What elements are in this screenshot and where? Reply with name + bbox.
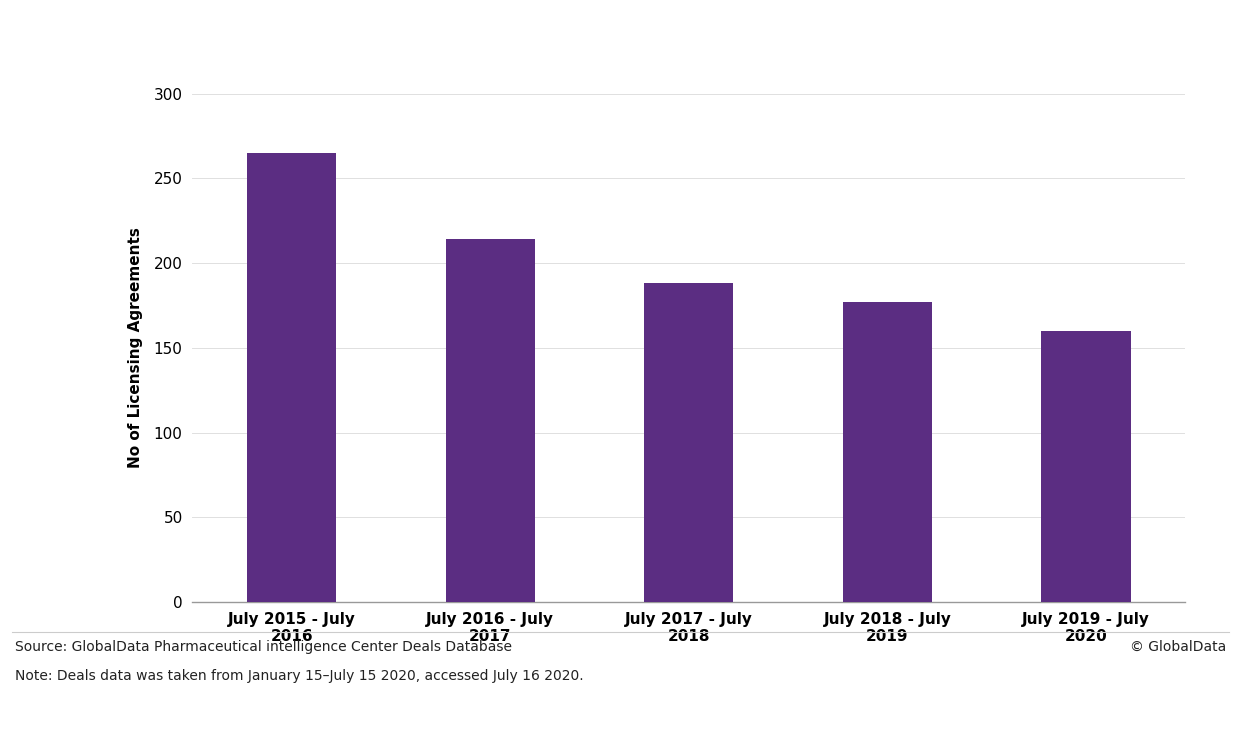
Y-axis label: No of Licensing Agreements: No of Licensing Agreements — [128, 227, 143, 468]
Bar — [843, 302, 932, 602]
Bar — [247, 153, 336, 602]
Text: © GlobalData: © GlobalData — [1129, 640, 1226, 654]
Bar — [644, 283, 733, 602]
Bar — [1041, 331, 1131, 602]
Text: Note: Deals data was taken from January 15–July 15 2020, accessed July 16 2020.: Note: Deals data was taken from January … — [15, 669, 583, 684]
Text: Source: GlobalData Pharmaceutical intelligence Center Deals Database: Source: GlobalData Pharmaceutical intell… — [15, 640, 511, 654]
Text: Figure 1: Number of Licensing Agreements in the Rare Diseases Space, July 2015 –: Figure 1: Number of Licensing Agreements… — [15, 19, 1033, 37]
Bar — [446, 239, 535, 602]
